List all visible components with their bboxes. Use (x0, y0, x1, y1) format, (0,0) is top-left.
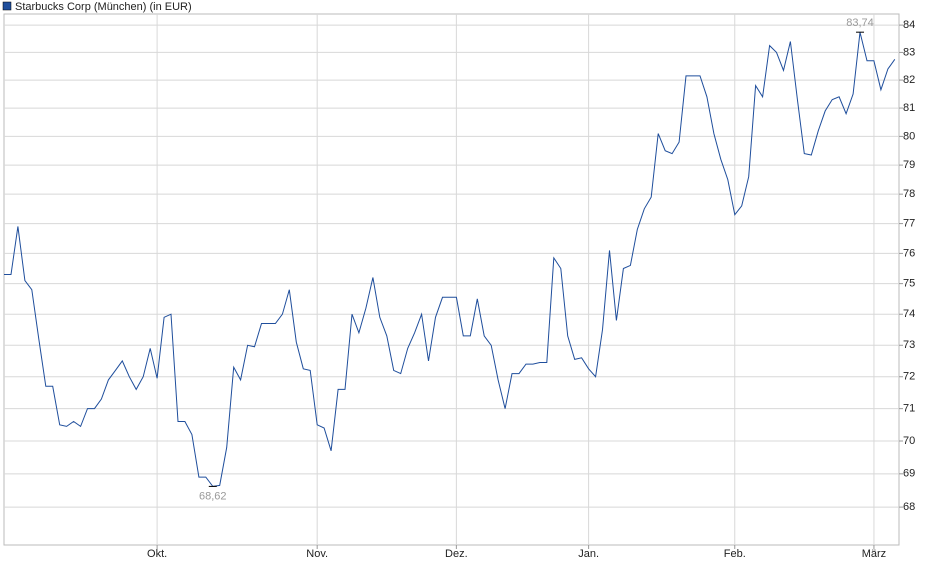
legend-label: Starbucks Corp (München) (in EUR) (15, 1, 192, 13)
x-tick-label: Nov. (306, 548, 328, 560)
plot-area (3, 13, 900, 546)
annotation-label: 83,74 (846, 17, 874, 29)
y-tick-label: 83 (903, 46, 915, 58)
y-tick-label: 73 (903, 339, 915, 351)
y-tick-label: 71 (903, 403, 915, 415)
y-tick-label: 82 (903, 74, 915, 86)
x-tick-label: Okt. (147, 548, 167, 560)
x-tick-label: März (862, 548, 886, 560)
y-tick-label: 84 (903, 19, 915, 31)
y-tick-label: 76 (903, 247, 915, 259)
y-tick-label: 68 (903, 501, 915, 513)
line-series (4, 32, 896, 487)
annotation-label: 68,62 (199, 490, 227, 502)
legend-swatch (2, 1, 12, 11)
y-tick-label: 77 (903, 217, 915, 229)
y-tick-label: 74 (903, 308, 915, 320)
x-tick-label: Jan. (578, 548, 599, 560)
x-tick-label: Dez. (445, 548, 468, 560)
y-tick-label: 75 (903, 278, 915, 290)
y-tick-label: 70 (903, 435, 915, 447)
y-tick-label: 69 (903, 468, 915, 480)
y-tick-label: 79 (903, 159, 915, 171)
y-tick-label: 78 (903, 188, 915, 200)
y-tick-label: 72 (903, 371, 915, 383)
x-tick-label: Feb. (724, 548, 746, 560)
y-tick-label: 81 (903, 102, 915, 114)
y-tick-label: 80 (903, 130, 915, 142)
